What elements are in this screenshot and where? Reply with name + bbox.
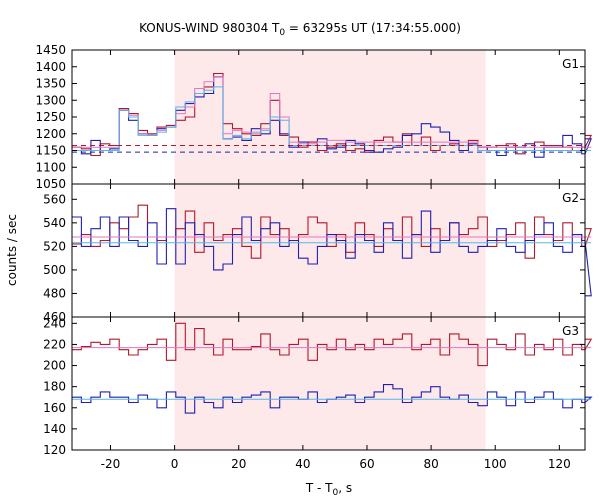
y-tick-label: 140	[43, 422, 66, 436]
y-tick-label: 560	[43, 192, 66, 206]
y-tick-label: 540	[43, 216, 66, 230]
y-tick-label: 120	[43, 443, 66, 457]
y-axis-label: counts / sec	[5, 214, 19, 286]
series-2-line	[72, 76, 593, 158]
y-tick-label: 1450	[35, 43, 66, 57]
panel-label-g3: G3	[562, 324, 579, 338]
interval-band	[174, 184, 486, 317]
series-2-line	[72, 208, 592, 297]
panel-g3: 120 140 160 180 200 220 240 G3	[43, 316, 593, 457]
y-tick-label: 1050	[35, 177, 66, 191]
x-tick-label: 20	[231, 457, 246, 471]
panel-label-g1: G1	[562, 57, 579, 71]
y-tick-label: 1300	[35, 93, 66, 107]
panel-g2: 460 480 500 520 540 560 G2	[43, 183, 592, 324]
panel-frame	[71, 316, 586, 451]
y-tick-label: 1350	[35, 77, 66, 91]
y-tick-label: 1250	[35, 110, 66, 124]
panel-g1: 1050 1100 1150 1200 1250 1300 1350 1400 1450 G1	[35, 43, 593, 191]
y-tick-label: 240	[43, 316, 66, 330]
x-tick-label: -20	[101, 457, 121, 471]
y-tick-label: 1100	[35, 160, 66, 174]
y-tick-label: 1150	[35, 144, 66, 158]
series-4-line	[72, 86, 592, 151]
y-tick-label: 160	[43, 401, 66, 415]
x-tick-label: 80	[423, 457, 438, 471]
y-tick-label: 1200	[35, 127, 66, 141]
y-tick-label: 180	[43, 380, 66, 394]
y-tick-label: 520	[43, 239, 66, 253]
x-tick-label: 40	[295, 457, 310, 471]
interval-band	[174, 50, 486, 184]
y-tick-label: 460	[43, 310, 66, 324]
series-1-line	[72, 322, 593, 367]
panel-label-g2: G2	[562, 191, 579, 205]
x-axis-label: T - T0, s	[305, 481, 352, 498]
y-tick-label: 220	[43, 337, 66, 351]
x-tick-label: 100	[484, 457, 507, 471]
x-tick-label: 0	[171, 457, 179, 471]
y-tick-label: 200	[43, 359, 66, 373]
y-tick-label: 500	[43, 263, 66, 277]
y-tick-label: 480	[43, 286, 66, 300]
interval-band	[174, 317, 486, 450]
y-tick-label: 1400	[35, 60, 66, 74]
chart-title: KONUS-WIND 980304 T0 = 63295s UT (17:34:…	[139, 21, 461, 38]
series-2-line	[72, 384, 593, 414]
x-tick-label: 60	[359, 457, 374, 471]
x-tick-label: 120	[548, 457, 571, 471]
